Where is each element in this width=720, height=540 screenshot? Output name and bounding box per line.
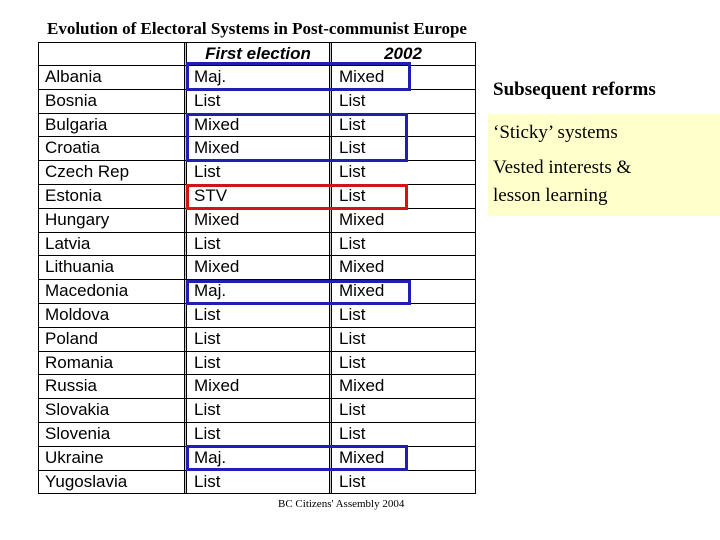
country-cell: Croatia (45, 138, 100, 158)
country-cell: Ukraine (45, 447, 104, 467)
first-election-cell: Maj. (194, 447, 227, 467)
sticky-systems-text: ‘Sticky’ systems (493, 122, 618, 143)
row-divider (39, 422, 475, 423)
first-election-cell: Maj. (194, 281, 227, 301)
first-election-cell: List (194, 233, 221, 253)
first-election-cell: STV (194, 186, 228, 205)
highlight-ukraine (186, 445, 408, 471)
year-2002-cell: Mixed (339, 447, 385, 467)
year-2002-cell: List (339, 424, 366, 443)
reforms-panel: ‘Sticky’ systems Vested interests & less… (488, 114, 720, 216)
country-cell: Latvia (45, 233, 91, 253)
footer-credit: BC Citizens' Assembly 2004 (278, 498, 405, 510)
country-cell: Poland (45, 328, 98, 348)
year-2002-cell: Mixed (339, 209, 385, 229)
country-cell: Slovenia (45, 424, 111, 443)
electoral-systems-table: First election 2002 Albania Maj. Mixed Bosn… (38, 42, 476, 494)
country-cell: Russia (45, 376, 97, 396)
row-divider (39, 65, 475, 66)
row-divider (39, 350, 475, 352)
year-2002-cell: List (339, 90, 366, 110)
country-cell: Macedonia (45, 281, 129, 301)
row-divider (39, 231, 475, 233)
year-2002-cell: List (339, 186, 366, 205)
row-divider (39, 255, 475, 257)
first-election-cell: List (194, 400, 221, 420)
column-separator (184, 43, 187, 493)
first-election-cell: List (194, 424, 221, 443)
year-2002-cell: List (339, 162, 366, 182)
year-2002-cell: List (339, 233, 366, 253)
highlight-bulgaria-croatia (186, 113, 408, 162)
first-election-cell: Mixed (194, 138, 240, 158)
header-first-election: First election (205, 44, 311, 63)
first-election-cell: List (194, 162, 221, 182)
first-election-cell: List (194, 305, 221, 324)
country-cell: Lithuania (45, 257, 115, 277)
row-divider (39, 279, 475, 281)
year-2002-cell: Mixed (339, 257, 385, 277)
country-cell: Estonia (45, 186, 102, 205)
country-cell: Hungary (45, 209, 110, 229)
country-cell: Bulgaria (45, 114, 108, 134)
highlight-macedonia (186, 280, 411, 305)
row-divider (39, 136, 475, 138)
country-cell: Yugoslavia (45, 471, 128, 491)
country-cell: Moldova (45, 305, 110, 324)
year-2002-cell: List (339, 328, 366, 348)
first-election-cell: Mixed (194, 114, 240, 134)
highlight-albania (186, 62, 411, 91)
first-election-cell: List (194, 328, 221, 348)
vested-interests-text: Vested interests & (493, 157, 632, 178)
subsequent-reforms-heading: Subsequent reforms (493, 79, 656, 100)
slide-title: Evolution of Electoral Systems in Post-c… (47, 19, 467, 38)
country-cell: Romania (45, 352, 114, 372)
first-election-cell: List (194, 471, 221, 491)
first-election-cell: List (194, 352, 221, 372)
year-2002-cell: List (339, 138, 366, 158)
first-election-cell: Mixed (194, 257, 240, 277)
year-2002-cell: Mixed (339, 281, 385, 301)
country-cell: Slovakia (45, 400, 110, 420)
country-cell: Bosnia (45, 90, 97, 110)
row-divider (39, 326, 475, 328)
lesson-learning-text: lesson learning (493, 185, 608, 206)
year-2002-cell: Mixed (339, 376, 385, 396)
first-election-cell: List (194, 90, 221, 110)
row-divider (39, 398, 475, 400)
year-2002-cell: Mixed (339, 67, 385, 86)
row-divider (39, 374, 475, 376)
column-separator (329, 43, 332, 493)
first-election-cell: Maj. (194, 67, 227, 86)
year-2002-cell: List (339, 400, 366, 420)
header-2002: 2002 (384, 44, 422, 63)
first-election-cell: Mixed (194, 209, 240, 229)
country-cell: Albania (45, 67, 102, 86)
year-2002-cell: List (339, 471, 366, 491)
highlight-estonia (186, 184, 408, 210)
country-cell: Czech Rep (45, 162, 130, 182)
year-2002-cell: List (339, 305, 366, 324)
year-2002-cell: List (339, 352, 366, 372)
year-2002-cell: List (339, 114, 366, 134)
first-election-cell: Mixed (194, 376, 240, 396)
